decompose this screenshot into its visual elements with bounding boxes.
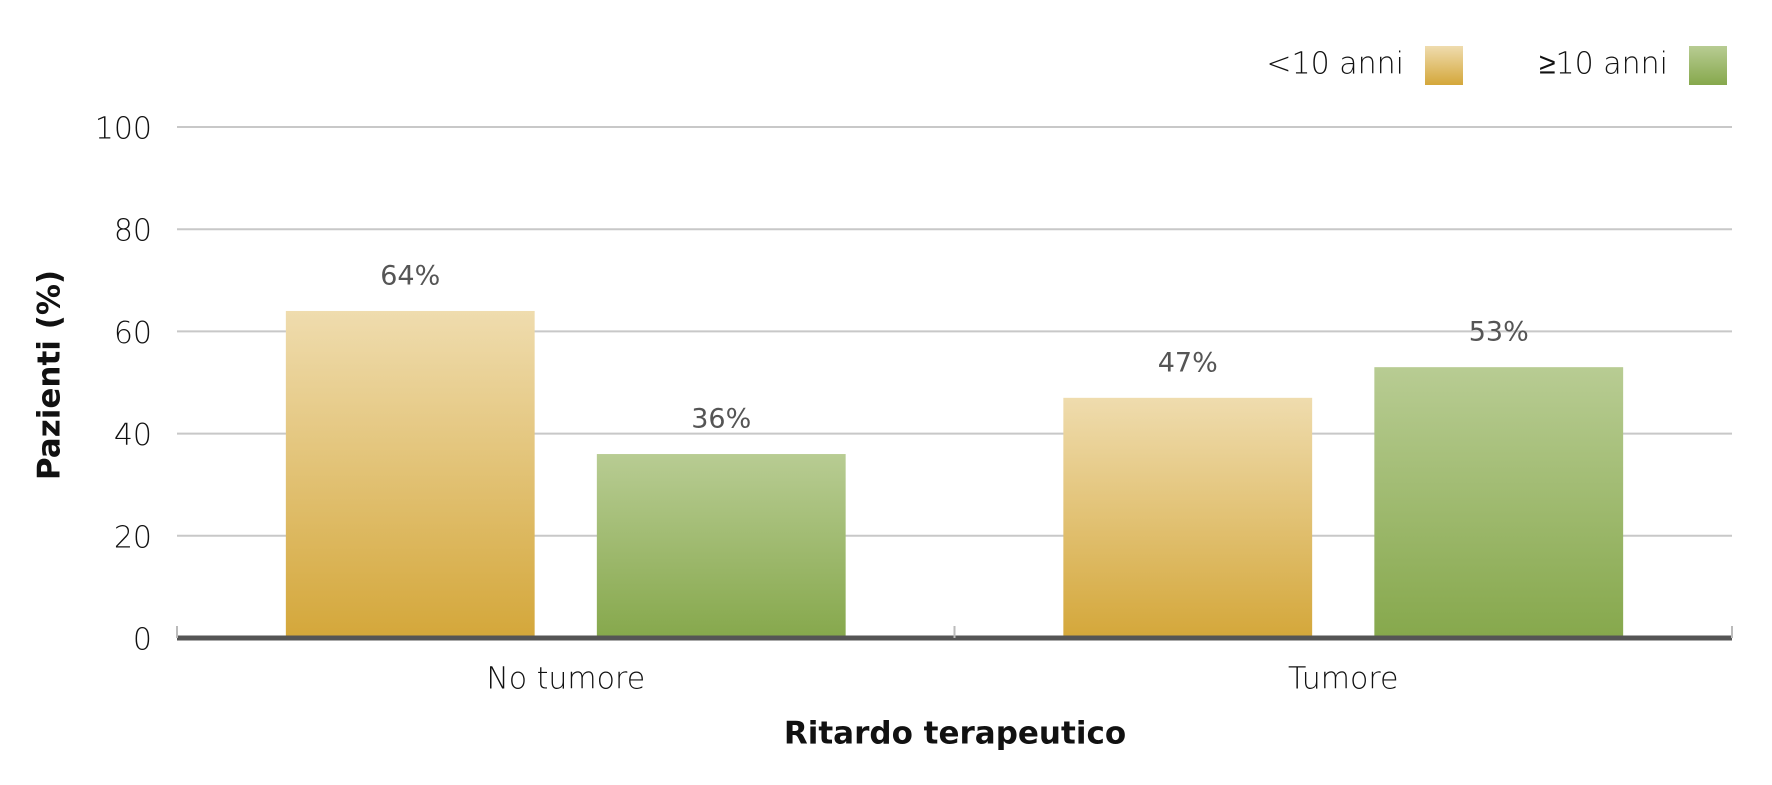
x-tick-label: Tumore [1288,662,1399,697]
y-tick-label: 100 [95,112,152,147]
y-tick-label: 60 [114,316,152,351]
x-axis-title: Ritardo terapeutico [784,716,1126,752]
x-tick-label: No tumore [486,662,645,697]
y-tick-label: 20 [114,520,152,555]
bar [596,454,846,638]
y-tick-label: 80 [114,214,152,249]
legend-label: ≥10 anni [1539,47,1668,82]
legend-swatch [1425,46,1463,85]
y-axis-title: Pazienti (%) [32,270,68,480]
y-tick-label: 40 [114,418,152,453]
bar [1063,397,1313,638]
bar [285,310,535,638]
legend-label: <10 anni [1266,47,1404,82]
value-label: 64% [380,260,440,291]
legend-swatch [1689,46,1727,85]
bar [1374,367,1624,638]
value-label: 47% [1158,347,1218,378]
value-label: 53% [1469,317,1529,348]
y-tick-label: 0 [133,623,152,658]
value-label: 36% [691,404,751,435]
